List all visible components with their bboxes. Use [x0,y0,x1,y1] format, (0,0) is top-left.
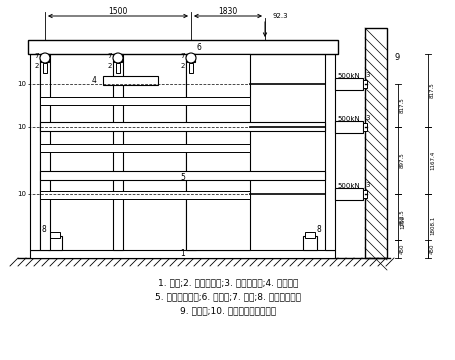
Text: 1250: 1250 [399,215,404,229]
Bar [364,28,386,258]
Bar [116,63,120,73]
Bar [43,63,47,73]
Text: 8: 8 [316,225,321,234]
Text: 7: 7 [107,53,112,59]
Text: 450: 450 [399,244,404,254]
Bar [304,232,314,238]
Bar [362,80,366,88]
Text: 1830: 1830 [218,8,237,17]
Circle shape [186,53,196,63]
Text: 2: 2 [107,63,112,69]
Bar [103,76,157,85]
Bar [30,46,40,250]
Text: 5. 纵向固定横梁;6. 加载梁;7. 辊轴;8. 基底固定梁；: 5. 纵向固定横梁;6. 加载梁;7. 辊轴;8. 基底固定梁； [155,292,300,301]
Bar [48,236,62,250]
Bar [30,250,334,258]
Bar [188,63,192,73]
Text: 10: 10 [17,81,26,87]
Bar [334,188,362,199]
Text: 852.5: 852.5 [399,209,404,225]
Bar [362,189,366,198]
Bar [40,144,249,152]
Text: 500kN: 500kN [337,116,359,122]
Text: 450: 450 [429,244,434,254]
Text: 1: 1 [180,249,184,258]
Text: 817.5: 817.5 [399,98,404,113]
Text: 2: 2 [35,63,39,69]
Bar [324,46,334,250]
Bar [302,236,316,250]
Text: 2: 2 [181,63,185,69]
Text: 5: 5 [180,173,185,182]
Bar [186,54,196,250]
Text: 500kN: 500kN [337,73,359,79]
Bar [334,78,362,90]
Bar [40,54,50,250]
Text: 7: 7 [180,53,185,59]
Bar [186,54,249,250]
Text: 1167.4: 1167.4 [429,150,434,170]
Text: 4: 4 [92,76,97,85]
Bar [40,122,324,131]
Text: 1808.1: 1808.1 [429,216,434,235]
Bar [28,40,337,54]
Text: 6: 6 [196,42,201,51]
Text: 7: 7 [35,53,39,59]
Text: 3: 3 [364,72,369,78]
Text: 10: 10 [17,123,26,130]
Text: 10: 10 [17,190,26,197]
Text: 3: 3 [364,181,369,188]
Text: 8: 8 [41,225,46,234]
Circle shape [113,53,123,63]
Bar [187,54,195,62]
Text: 897.5: 897.5 [399,152,404,168]
Circle shape [40,53,50,63]
Bar [50,232,60,238]
Bar [41,54,49,62]
Bar [40,191,249,199]
Bar [334,121,362,132]
Text: 817.5: 817.5 [429,82,434,98]
Text: 9. 反力墙;10. 试件与作动器连接杆: 9. 反力墙;10. 试件与作动器连接杆 [180,306,275,315]
Text: 1500: 1500 [108,8,127,17]
Text: 500kN: 500kN [337,183,359,189]
Text: 9: 9 [394,54,399,63]
Bar [40,171,324,180]
Bar [40,97,249,105]
Bar [362,122,366,131]
Text: 1. 试件;2. 竖向千斤顶;3. 伺服作动器;4. 分载梁；: 1. 试件;2. 竖向千斤顶;3. 伺服作动器;4. 分载梁； [157,278,298,287]
Bar [114,54,122,62]
Text: 3: 3 [364,114,369,121]
Text: 92.3: 92.3 [273,13,288,19]
Bar [113,54,123,250]
